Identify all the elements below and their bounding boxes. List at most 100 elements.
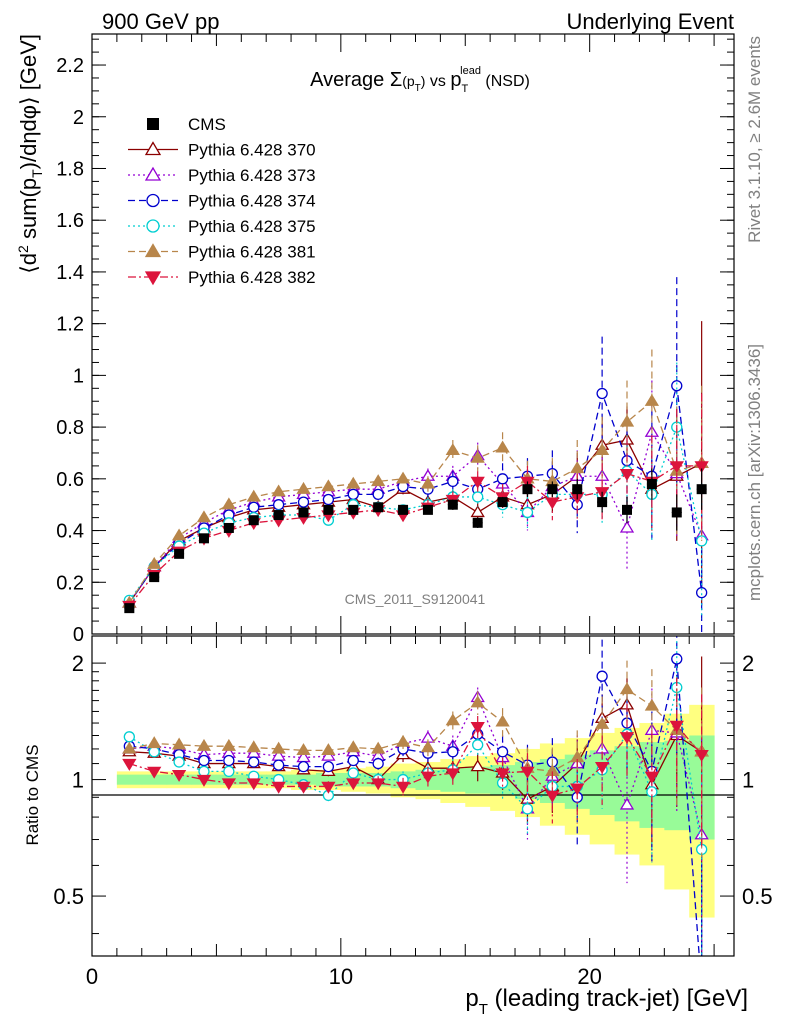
point-p381-4	[221, 497, 237, 510]
point-p374-9	[347, 488, 359, 500]
line-p375	[128, 424, 703, 601]
legend: CMS Pythia 6.428 370 Pythia 6.428 373 Pythi…	[128, 115, 316, 287]
legend-marker-p373	[144, 166, 162, 181]
point-p375-14	[472, 491, 484, 503]
point-p381-7	[296, 481, 311, 494]
ratio-point-p382-23	[694, 749, 709, 762]
ratio-point-p382-2	[171, 769, 187, 782]
ratio-point-p381-21	[644, 698, 660, 711]
legend-label-p381: Pythia 6.428 381	[188, 243, 316, 262]
ratio-point-p382-21	[644, 771, 660, 784]
legend-label-p375: Pythia 6.428 375	[188, 217, 316, 236]
mcplots-label: mcplots.cern.ch [arXiv:1306.3436]	[745, 344, 764, 601]
ratio-point-p382-15	[495, 768, 510, 781]
line-p382	[128, 465, 702, 606]
line-p370	[128, 439, 702, 604]
point-p381-18	[570, 461, 585, 474]
legend-label-p374: Pythia 6.428 374	[188, 192, 316, 211]
header-right: Underlying Event	[566, 9, 734, 34]
point-p381-10	[371, 474, 386, 487]
series-p375	[123, 362, 708, 619]
point-cms-1	[149, 572, 160, 583]
ratio-point-p382-18	[570, 783, 585, 796]
series-cms	[124, 468, 707, 614]
ratio-point-p382-9	[346, 778, 361, 791]
legend-entry-p375: Pythia 6.428 375	[128, 217, 316, 236]
ratio-point-p374-7	[297, 760, 310, 773]
point-p374-22	[671, 380, 683, 392]
point-p381-19	[594, 443, 610, 456]
ratio-point-p373-8	[321, 748, 336, 761]
point-p374-10	[372, 488, 384, 500]
band-green-0	[116, 774, 143, 785]
xtick-label-2: 20	[577, 964, 601, 989]
ratio-line-p381	[129, 688, 703, 773]
legend-marker-cms	[147, 118, 159, 130]
legend-label-p382: Pythia 6.428 382	[188, 268, 316, 287]
main-ytick-label-10: 2	[73, 107, 84, 129]
ratio-point-p382-19	[594, 761, 610, 774]
ratio-ytick-label-r-0: 0.5	[742, 884, 773, 909]
point-p381-14	[470, 450, 485, 463]
ratio-point-p381-20	[619, 682, 635, 695]
main-frame	[91, 33, 735, 635]
main-ytick-label-5: 1	[73, 365, 84, 387]
ratio-point-p382-0	[122, 758, 137, 771]
ratio-point-p375-9	[347, 767, 359, 779]
ratio-point-p370-14	[470, 759, 485, 772]
point-cms-21	[646, 479, 657, 489]
point-p381-12	[420, 476, 436, 489]
main-series-layer	[122, 277, 709, 634]
main-ytick-label-3: 0.6	[56, 469, 84, 491]
main-ytick-label-2: 0.4	[56, 521, 84, 543]
line-p374	[128, 385, 703, 604]
ratio-ytick-label-l-1: 1	[72, 768, 84, 793]
point-cms-18	[572, 484, 583, 495]
point-cms-9	[348, 504, 359, 515]
point-p381-15	[495, 440, 510, 453]
point-cms-22	[671, 507, 682, 518]
ratio-point-p381-19	[594, 716, 610, 729]
ratio-point-p381-2	[171, 737, 187, 750]
point-cms-16	[522, 484, 533, 495]
ratio-point-p382-5	[246, 778, 261, 791]
axes-layer: 0 0.2 0.4 0.6 0.8 1 1.2 1.4 1.6 1.8 2 2.2 0 10 20 0.5 0.…	[53, 34, 773, 989]
point-cms-0	[124, 603, 135, 614]
ratio-point-p374-5	[248, 756, 260, 768]
point-cms-14	[472, 517, 483, 528]
point-cms-17	[547, 484, 558, 495]
ratio-point-p381-15	[495, 714, 510, 727]
xlabel: pT (leading track-jet) [GeV]	[465, 985, 748, 1018]
ratio-point-p381-7	[296, 743, 311, 755]
point-cms-19	[597, 497, 608, 508]
ratio-point-p374-22	[671, 653, 683, 665]
ratio-point-p375-16	[521, 803, 534, 815]
ratio-series-p382	[122, 678, 709, 850]
main-title: Average Σ(pT) vs pTlead (NSD)	[310, 65, 530, 95]
point-p374-13	[447, 475, 459, 488]
ratio-point-p374-19	[596, 670, 608, 682]
xtick-label-1: 10	[329, 964, 353, 989]
main-ytick-label-11: 2.2	[56, 55, 84, 77]
legend-entry-p381: Pythia 6.428 381	[128, 243, 316, 262]
point-cms-5	[248, 515, 259, 526]
point-p382-14	[470, 476, 485, 489]
ratio-point-p375-1	[148, 746, 160, 758]
point-p382-22	[669, 461, 684, 474]
ratio-point-p381-5	[246, 740, 261, 753]
point-p374-19	[596, 387, 608, 400]
ratio-series-layer	[122, 636, 709, 956]
ratio-ytick-label-r-1: 1	[742, 768, 754, 793]
point-cms-2	[174, 548, 185, 559]
ratio-frame	[91, 635, 735, 957]
point-p382-23	[694, 461, 709, 474]
point-p381-9	[346, 476, 361, 489]
point-cms-20	[622, 504, 632, 515]
legend-entry-p370: Pythia 6.428 370	[128, 141, 316, 160]
point-p382-17	[545, 497, 560, 510]
point-p374-15	[496, 473, 509, 485]
ratio-point-p381-9	[346, 740, 361, 753]
ratio-point-p374-3	[198, 754, 210, 767]
ratio-point-p381-13	[445, 713, 460, 726]
point-cms-11	[398, 504, 409, 515]
